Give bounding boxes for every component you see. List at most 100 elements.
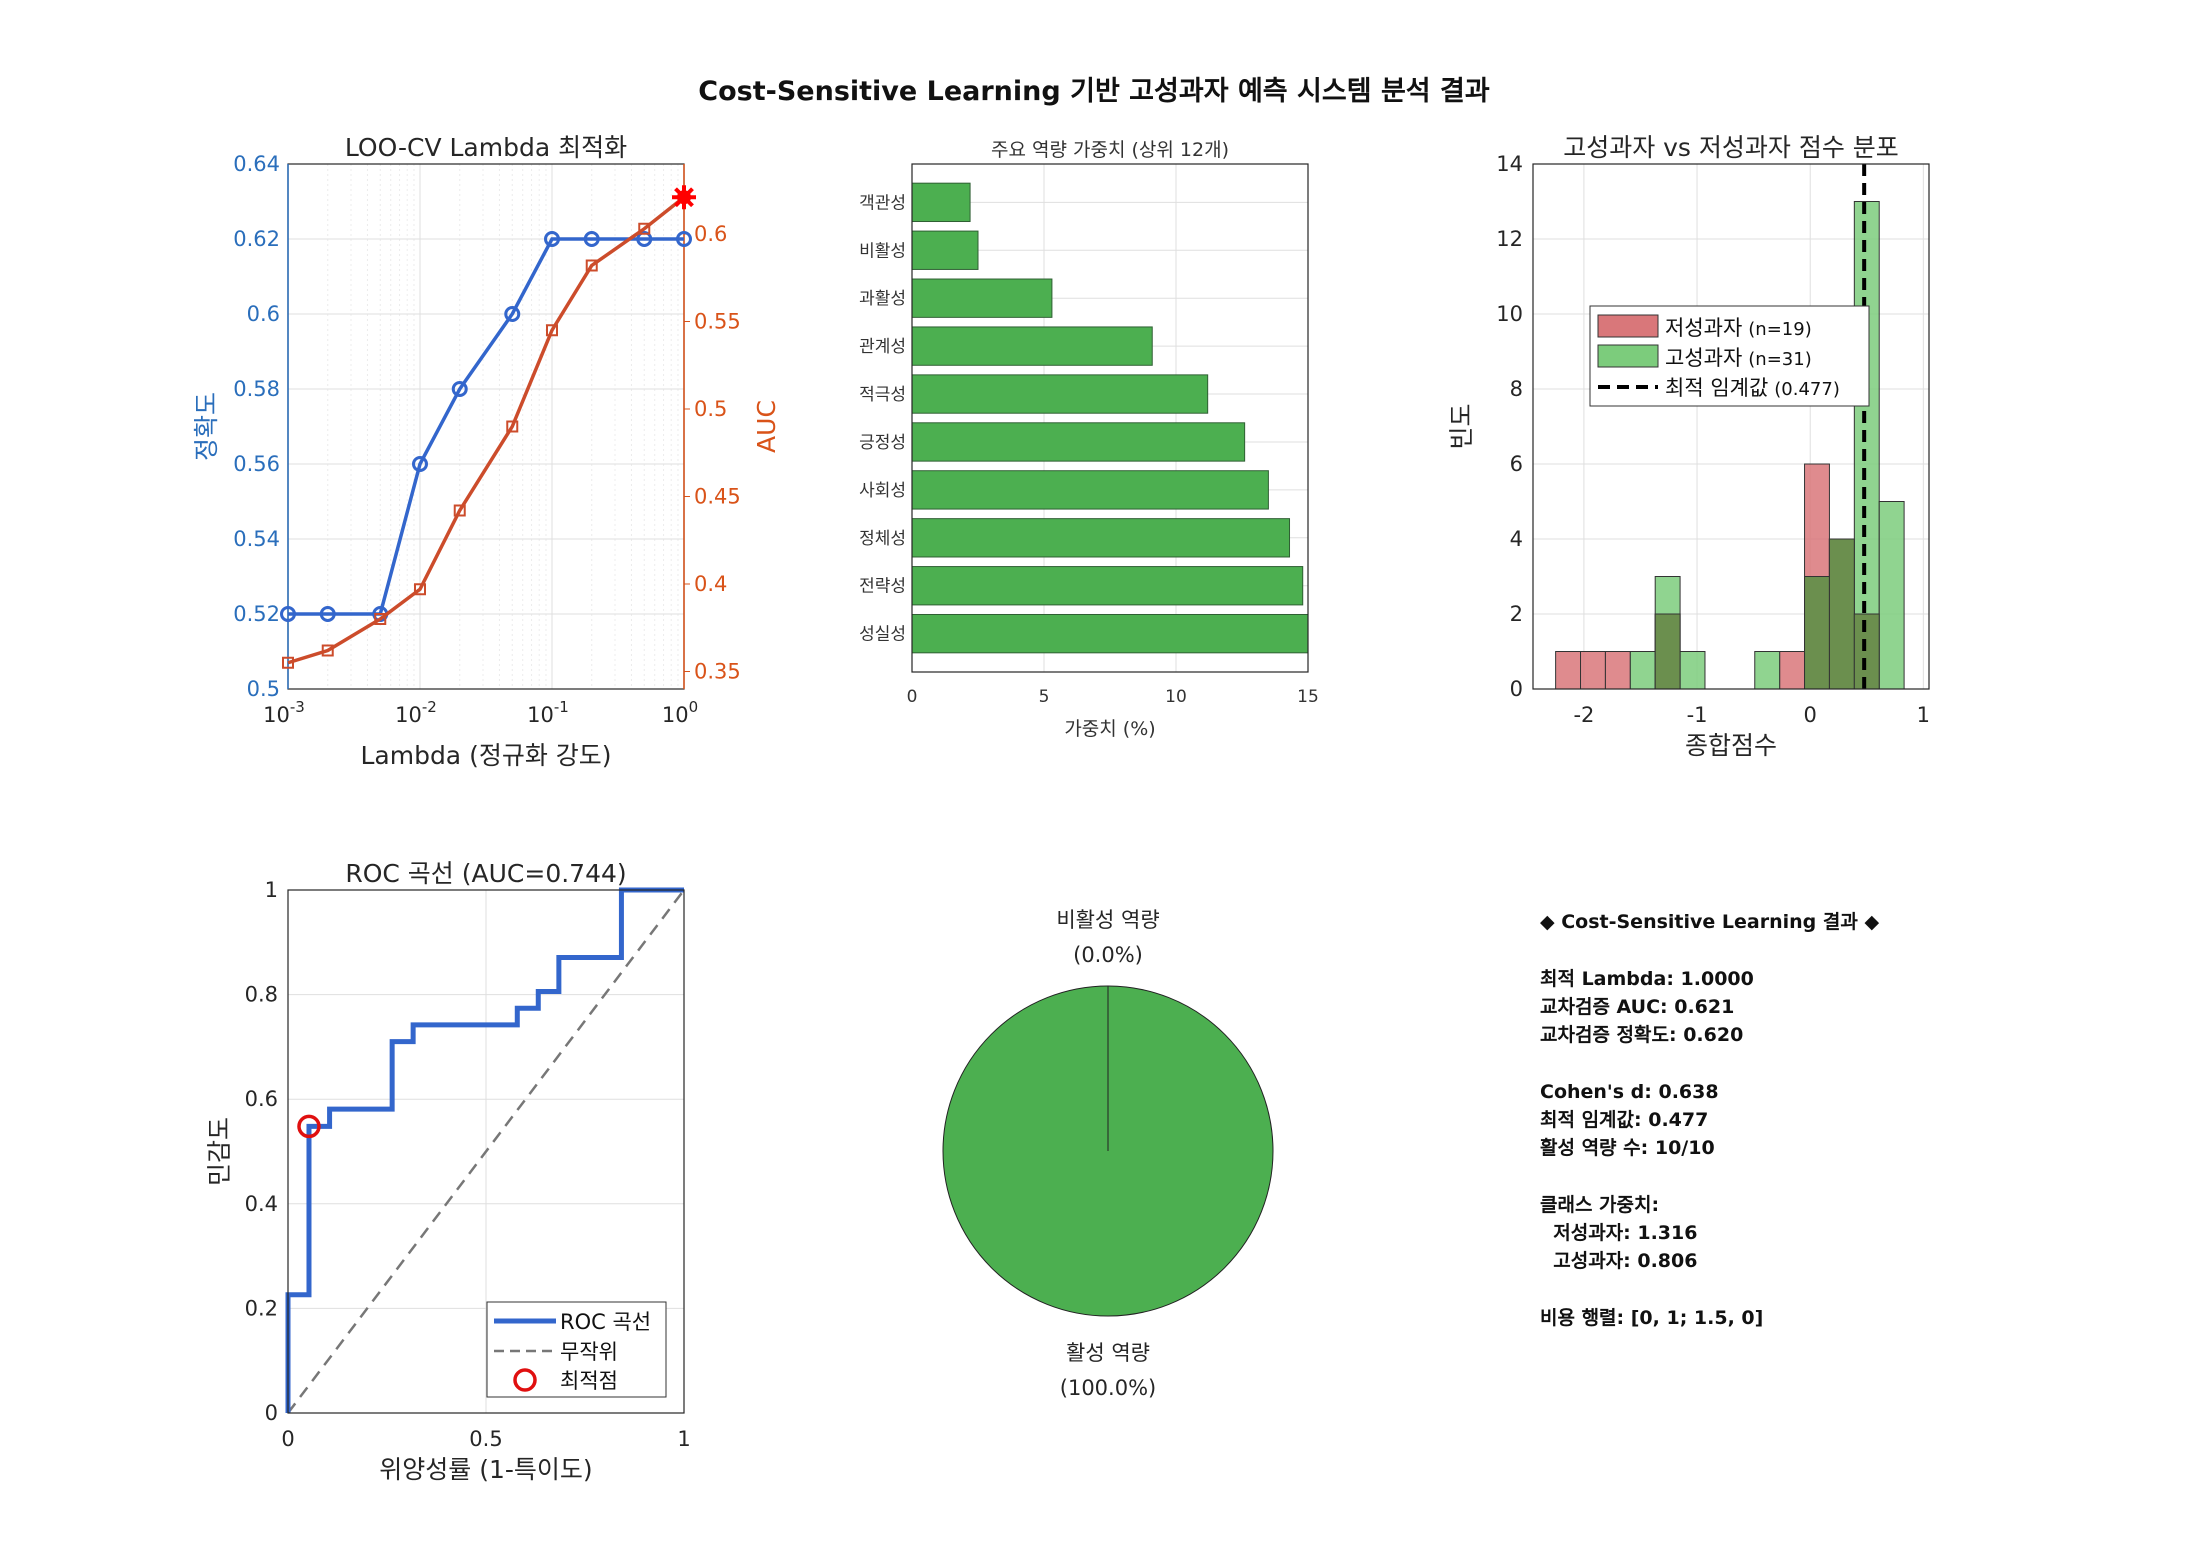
y-tick-label: 0.58 [233,377,280,401]
x-tick-base: 10 [263,703,290,727]
info-line: 활성 역량 수: 10/10 [1540,1137,1715,1159]
auc-point [546,324,558,337]
y-right-tick-label: 0.6 [694,222,727,246]
optimal-point [297,1114,321,1139]
info-line: 교차검증 정확도: 0.620 [1540,1023,1743,1046]
category-label: 사회성 [859,481,906,501]
accuracy-point [583,231,600,247]
x-tick-base: 10 [662,703,689,727]
auc-point [414,583,426,596]
y-tick-label: 0.64 [233,152,280,176]
info-line: 최적 임계값: 0.477 [1540,1109,1708,1131]
y-tick-label: 0.54 [233,527,280,551]
category-label: 객관성 [859,193,906,213]
accuracy-point [319,606,336,622]
chart-title: 고성과자 vs 저성과자 점수 분포 [1563,133,1899,162]
weight-bar [911,613,1309,654]
legend-count: (n=31) [1748,349,1811,370]
legend-swatch [513,1368,537,1392]
x-tick-label: 100 [662,698,698,727]
y-right-tick-label: 0.5 [694,397,727,421]
legend-name: 저성과자 [1665,316,1742,340]
legend-name: 고성과자 [1665,346,1742,370]
plot-frame [911,163,1309,673]
x-tick-label: 0 [1804,703,1817,727]
overlap-bar [1853,613,1880,690]
y-tick-label: 6 [1510,452,1523,476]
x-tick-exponent: 0 [689,698,699,716]
low-performer-bar [1604,651,1631,690]
legend-count: (n=19) [1748,319,1811,340]
info-line: ◆ Cost-Sensitive Learning 결과 ◆ [1540,911,1879,933]
y-tick-label: 0.52 [233,602,280,626]
auc-point [585,259,598,272]
y-tick-label: 1 [265,878,278,902]
chart-title: ROC 곡선 (AUC=0.744) [345,859,626,888]
weight-bar [911,278,1053,318]
overlap-bar [1654,613,1681,690]
histogram-legend: 저성과자 (n=19) 고성과자 (n=31) 최적 임계값 (0.477) [1589,305,1870,407]
x-tick-label: 10-3 [263,698,305,727]
x-tick-label: 15 [1297,687,1319,707]
best-lambda-marker [672,185,696,210]
info-line: 고성과자: 0.806 [1540,1250,1697,1272]
y-right-tick-label: 0.45 [694,485,741,509]
y-right-tick-label: 0.35 [694,660,741,684]
y-tick-label: 0 [1510,677,1523,701]
x-tick-base: 10 [395,703,422,727]
high-performer-bar [1629,651,1656,690]
weight-bar [911,230,979,270]
category-label: 정체성 [859,529,906,549]
x-tick-exponent: -2 [422,698,437,716]
x-tick-label: 5 [1039,687,1050,707]
y-tick-label: 0.5 [247,677,280,701]
legend-swatch [1597,344,1659,368]
pie-percent-label: (0.0%) [1073,943,1143,967]
high-performer-bar [1679,651,1706,690]
info-line: 저성과자: 1.316 [1540,1222,1697,1244]
chart-title: LOO-CV Lambda 최적화 [345,133,627,162]
x-tick-exponent: -1 [554,698,569,716]
x-tick-label: 0 [281,1427,294,1451]
y-tick-label: 0 [265,1401,278,1425]
weight-bar [911,470,1269,510]
random-line [287,889,685,1414]
overlap-bar [1804,576,1830,690]
chart-title: 주요 역량 가중치 (상위 12개) [991,139,1229,161]
accuracy-point [636,231,653,247]
x-tick-label: -1 [1687,703,1708,727]
x-axis-label: 종합점수 [1685,731,1777,760]
weight-bar [911,326,1153,366]
legend-label: 최적점 [560,1369,618,1393]
y-tick-label: 10 [1496,302,1523,326]
weight-bar [911,518,1291,558]
y-axis-label: 빈도 [1447,403,1476,449]
legend-label: 최적 임계값 (0.477) [1665,376,1840,400]
pie-label: 활성 역량 [1066,1341,1150,1365]
high-performer-bar [1853,201,1880,690]
y-tick-label: 0.62 [233,227,280,251]
category-label: 전략성 [859,577,906,597]
info-panel: ◆ Cost-Sensitive Learning 결과 ◆ 최적 Lambda… [1540,911,1879,1329]
accuracy-line [288,237,684,616]
low-performer-bar [1779,651,1806,690]
x-tick-base: 10 [527,703,554,727]
legend-value: (0.477) [1774,379,1840,400]
legend-box [486,1301,667,1398]
x-tick-label: 1 [677,1427,690,1451]
x-tick-label: -2 [1573,703,1594,727]
y-right-tick-label: 0.4 [694,572,727,596]
y-left-axis-label: 정확도 [192,392,221,461]
accuracy-point [280,606,296,622]
weight-bar [911,422,1246,462]
x-tick-label: 10-2 [395,698,437,727]
x-axis-label: 가중치 (%) [1064,718,1155,740]
overlap-bar [1828,538,1855,690]
roc-curve [285,887,684,1413]
info-line: 교차검증 AUC: 0.621 [1540,996,1734,1018]
x-tick-exponent: -3 [290,698,305,716]
x-tick-label: 10-1 [527,698,569,727]
x-tick-label: 1 [1917,703,1930,727]
